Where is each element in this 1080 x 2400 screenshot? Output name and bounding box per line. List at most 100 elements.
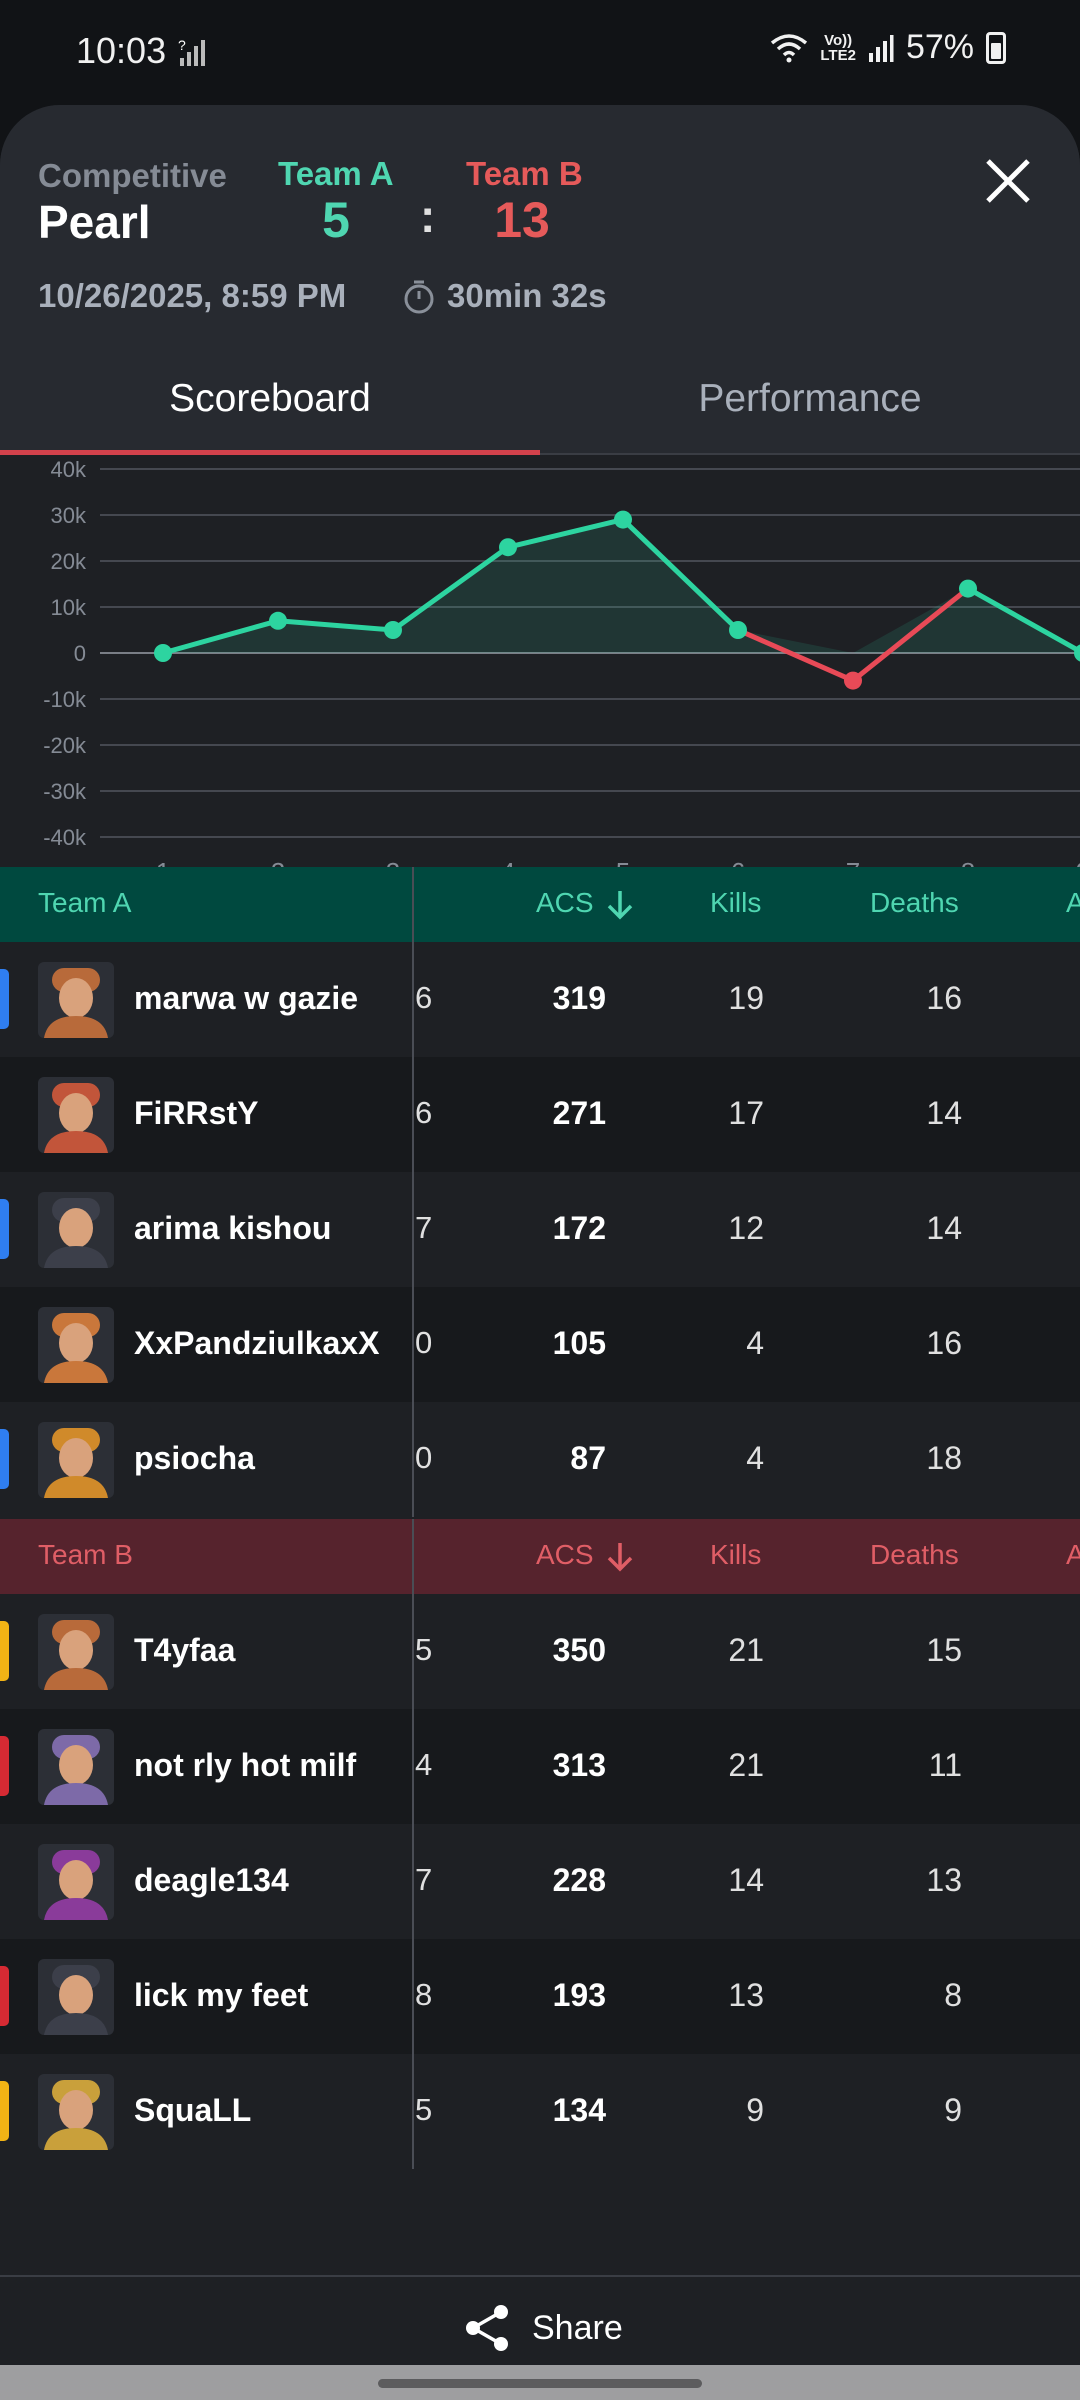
battery-percent: 57% — [905, 28, 974, 66]
no-sim-signal-icon: ? — [178, 37, 205, 66]
column-divider — [412, 1287, 414, 1402]
assists-column-header[interactable]: A — [1066, 887, 1080, 918]
team-a-score: 5 — [322, 192, 350, 248]
party-marker — [0, 1429, 9, 1489]
sort-down-icon[interactable] — [606, 1541, 634, 1573]
sort-down-icon[interactable] — [606, 889, 634, 921]
y-tick-label: 10k — [51, 595, 87, 620]
share-button[interactable]: Share — [462, 2303, 623, 2353]
player-row[interactable]: deagle134 7 228 14 13 — [0, 1824, 1080, 1939]
series-segment — [160, 618, 281, 656]
party-marker — [0, 1736, 9, 1796]
series-segment — [620, 517, 741, 633]
series-segment — [735, 627, 856, 684]
game-mode: Competitive — [38, 157, 227, 194]
deaths-value: 16 — [926, 1325, 962, 1361]
player-name: not rly hot milf — [134, 1747, 357, 1783]
data-point — [729, 621, 747, 639]
series-segment — [850, 586, 971, 684]
deaths-column-header[interactable]: Deaths — [870, 887, 959, 918]
data-point — [959, 579, 977, 598]
player-row[interactable]: lick my feet 8 193 13 8 — [0, 1939, 1080, 2054]
kills-column-header[interactable]: Kills — [710, 1539, 762, 1570]
close-icon[interactable] — [980, 153, 1036, 209]
deaths-value: 18 — [926, 1440, 962, 1476]
y-tick-label: -10k — [43, 687, 87, 712]
kills-value: 13 — [728, 1977, 764, 2013]
column-divider — [412, 1402, 414, 1517]
match-header: Competitive Pearl Team A 5 : Team B 13 1… — [0, 105, 1080, 455]
truncated-stat: 6 — [415, 980, 433, 1015]
truncated-stat: 6 — [415, 1095, 433, 1130]
status-bar: 10:03 ? Vo)) LTE2 57% — [0, 0, 1080, 105]
column-divider — [412, 1519, 414, 1594]
party-marker — [0, 1621, 9, 1681]
acs-value: 87 — [570, 1440, 606, 1476]
data-point — [614, 510, 632, 529]
y-tick-label: -20k — [43, 733, 87, 758]
tab-performance[interactable]: Performance — [698, 377, 922, 420]
agent-avatar — [38, 2074, 114, 2150]
tab-scoreboard[interactable]: Scoreboard — [169, 377, 371, 420]
acs-value: 105 — [552, 1325, 606, 1361]
data-point — [154, 644, 172, 662]
acs-column-header[interactable]: ACS — [536, 1539, 594, 1570]
data-point — [844, 671, 862, 690]
data-point — [499, 538, 517, 557]
deaths-column-header[interactable]: Deaths — [870, 1539, 959, 1570]
data-point — [1074, 644, 1080, 662]
y-tick-label: 30k — [51, 503, 87, 528]
deaths-value: 14 — [926, 1095, 962, 1131]
agent-avatar — [38, 1422, 114, 1498]
player-row[interactable]: not rly hot milf 4 313 21 11 — [0, 1709, 1080, 1824]
truncated-stat: 7 — [415, 1862, 433, 1897]
status-time: 10:03 — [76, 30, 167, 71]
player-row[interactable]: arima kishou 7 172 12 14 — [0, 1172, 1080, 1287]
column-divider — [412, 1594, 414, 1709]
acs-value: 271 — [552, 1095, 606, 1131]
acs-value: 193 — [552, 1977, 606, 2013]
truncated-stat: 4 — [415, 1747, 433, 1782]
agent-avatar — [38, 962, 114, 1038]
acs-column-header[interactable]: ACS — [536, 887, 594, 918]
agent-avatar — [38, 1614, 114, 1690]
tab-bar: Scoreboard Performance — [0, 355, 1080, 455]
agent-avatar — [38, 1192, 114, 1268]
player-row[interactable]: XxPandziulkaxX 0 105 4 16 — [0, 1287, 1080, 1402]
y-tick-label: -30k — [43, 779, 87, 804]
deaths-value: 14 — [926, 1210, 962, 1246]
kills-value: 12 — [728, 1210, 764, 1246]
player-name: XxPandziulkaxX — [134, 1325, 380, 1361]
truncated-stat: 7 — [415, 1210, 433, 1245]
deaths-value: 15 — [926, 1632, 962, 1668]
kills-value: 19 — [728, 980, 764, 1016]
acs-value: 172 — [552, 1210, 606, 1246]
series-segment — [505, 517, 626, 550]
map-name: Pearl — [38, 196, 151, 248]
player-row[interactable]: T4yfaa 5 350 21 15 — [0, 1594, 1080, 1709]
kills-value: 14 — [728, 1862, 764, 1898]
series-segment — [275, 618, 396, 633]
positive-area — [163, 519, 1080, 653]
wifi-icon — [771, 33, 808, 62]
team-a-header-label: Team A — [38, 887, 132, 918]
deaths-value: 8 — [944, 1977, 962, 2013]
deaths-value: 13 — [926, 1862, 962, 1898]
player-row[interactable]: SquaLL 5 134 9 9 — [0, 2054, 1080, 2169]
player-row[interactable]: marwa w gazie 6 319 19 16 — [0, 942, 1080, 1057]
player-name: FiRRstY — [134, 1095, 259, 1131]
y-tick-label: 0 — [74, 641, 86, 666]
assists-column-header[interactable]: A — [1066, 1539, 1080, 1570]
player-row[interactable]: psiocha 0 87 4 18 — [0, 1402, 1080, 1517]
deaths-value: 9 — [944, 2092, 962, 2128]
kills-column-header[interactable]: Kills — [710, 887, 762, 918]
team-a-label: Team A — [278, 155, 394, 192]
y-tick-label: -40k — [43, 825, 87, 850]
player-row[interactable]: FiRRstY 6 271 17 14 — [0, 1057, 1080, 1172]
truncated-stat: 0 — [415, 1325, 433, 1360]
agent-avatar — [38, 1307, 114, 1383]
home-gesture-handle[interactable] — [378, 2379, 702, 2388]
player-name: deagle134 — [134, 1862, 289, 1898]
column-divider — [412, 1172, 414, 1287]
